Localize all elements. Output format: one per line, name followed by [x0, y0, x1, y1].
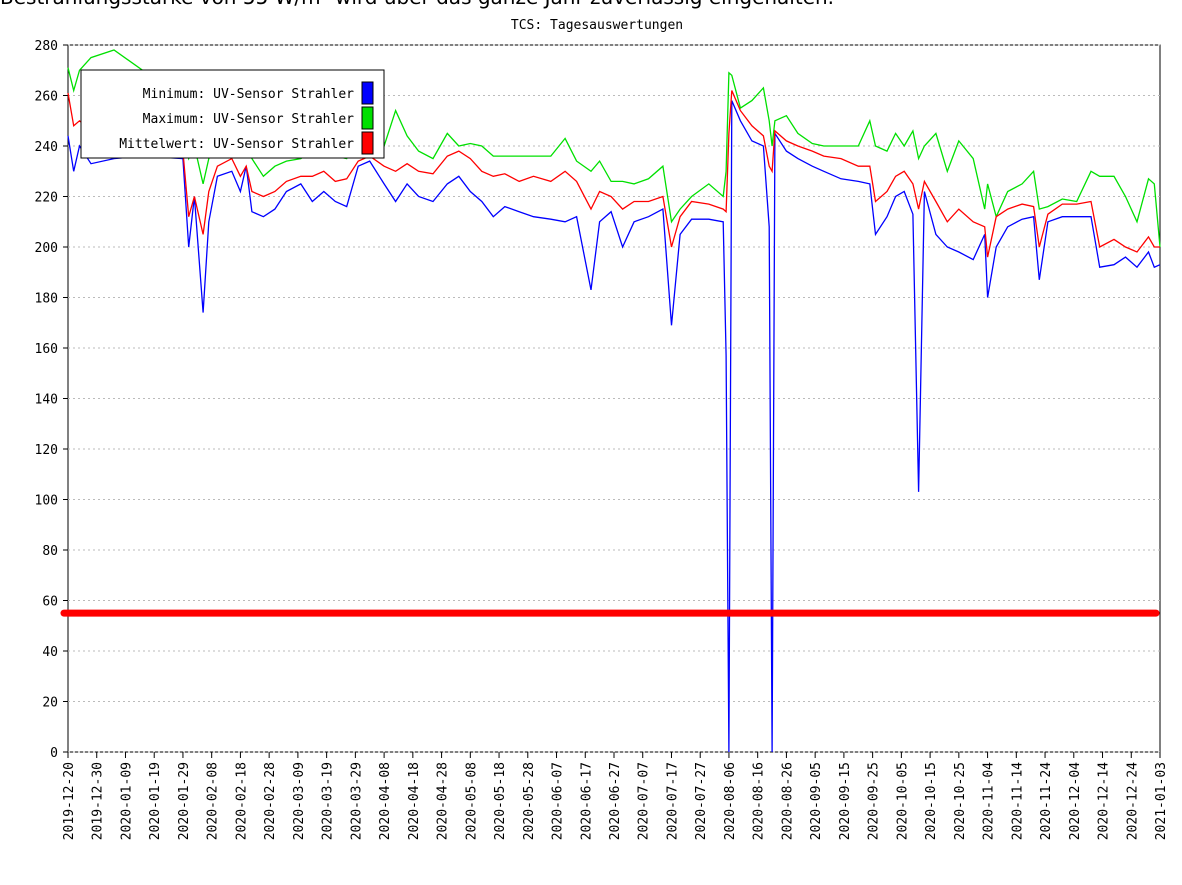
legend-box — [80, 69, 385, 159]
y-tick-label: 280 — [35, 39, 58, 54]
x-tick-label: 2020-05-18 — [493, 762, 508, 840]
series-line — [67, 90, 1160, 258]
legend-label: Mittelwert: UV-Sensor Strahler — [119, 137, 354, 152]
x-tick-label: 2020-08-26 — [780, 762, 795, 840]
y-tick-label: 140 — [35, 393, 58, 408]
legend-label: Minimum: UV-Sensor Strahler — [143, 87, 354, 102]
y-tick-label: 40 — [42, 645, 58, 660]
x-tick-label: 2020-03-29 — [349, 762, 364, 840]
y-tick-label: 200 — [35, 241, 58, 256]
x-tick-label: 2020-06-07 — [551, 762, 566, 840]
y-tick-label: 20 — [42, 696, 58, 711]
x-tick-label: 2020-12-14 — [1097, 762, 1112, 840]
x-tick-label: 2020-10-25 — [953, 762, 968, 840]
x-tick-label: 2020-11-24 — [1039, 762, 1054, 840]
x-tick-label: 2020-05-08 — [464, 762, 479, 840]
x-tick-label: 2020-06-27 — [608, 762, 623, 840]
legend: Minimum: UV-Sensor Strahler Maximum: UV-S… — [80, 69, 385, 159]
x-tick-label: 2020-03-09 — [292, 762, 307, 840]
x-tick-label: 2020-09-15 — [838, 762, 853, 840]
x-tick-label: 2020-04-18 — [407, 762, 422, 840]
legend-swatch — [361, 81, 374, 105]
x-tick-label: 2021-01-03 — [1154, 762, 1169, 840]
y-tick-label: 160 — [35, 342, 58, 357]
chart-title: TCS: Tagesauswertungen — [511, 18, 683, 33]
legend-swatch — [361, 131, 374, 155]
x-tick-label: 2020-11-14 — [1010, 762, 1025, 840]
y-tick-label: 80 — [42, 544, 58, 559]
x-tick-label: 2020-10-05 — [895, 762, 910, 840]
x-tick-label: 2020-04-28 — [436, 762, 451, 840]
x-tick-label: 2020-04-08 — [378, 762, 393, 840]
x-tick-label: 2020-01-29 — [177, 762, 192, 840]
y-tick-label: 220 — [35, 191, 58, 206]
y-tick-label: 60 — [42, 595, 58, 610]
x-tick-label: 2020-12-24 — [1125, 762, 1140, 840]
x-tick-label: 2020-08-06 — [723, 762, 738, 840]
caption: Bestrahlungsstärke von 55 W/m² wird über… — [0, 0, 834, 9]
series-line — [67, 49, 1161, 248]
legend-label: Maximum: UV-Sensor Strahler — [143, 112, 354, 127]
y-tick-label: 260 — [35, 90, 58, 105]
x-tick-label: 2020-12-04 — [1068, 762, 1083, 840]
x-tick-label: 2020-06-17 — [579, 762, 594, 840]
x-tick-label: 2020-09-25 — [867, 762, 882, 840]
x-tick-label: 2020-07-07 — [637, 762, 652, 840]
x-tick-label: 2019-12-20 — [62, 762, 77, 840]
x-tick-label: 2020-02-08 — [206, 762, 221, 840]
x-tick-label: 2020-01-19 — [148, 762, 163, 840]
x-tick-label: 2020-11-04 — [982, 762, 997, 840]
y-tick-label: 120 — [35, 443, 58, 458]
x-tick-label: 2019-12-30 — [91, 762, 106, 840]
x-tick-label: 2020-08-16 — [752, 762, 767, 840]
x-tick-label: 2020-02-18 — [234, 762, 249, 840]
y-tick-label: 0 — [50, 746, 58, 761]
x-tick-label: 2020-03-19 — [321, 762, 336, 840]
legend-swatch — [361, 106, 374, 130]
y-tick-label: 100 — [35, 494, 58, 509]
x-tick-label: 2020-10-15 — [924, 762, 939, 840]
x-tick-label: 2020-09-05 — [809, 762, 824, 840]
y-tick-label: 180 — [35, 292, 58, 307]
x-tick-label: 2020-01-09 — [119, 762, 134, 840]
x-tick-label: 2020-07-17 — [665, 762, 680, 840]
y-tick-label: 240 — [35, 140, 58, 155]
series-line — [67, 100, 1161, 753]
x-tick-label: 2020-05-28 — [522, 762, 537, 840]
x-tick-label: 2020-07-27 — [694, 762, 709, 840]
x-tick-label: 2020-02-28 — [263, 762, 278, 840]
